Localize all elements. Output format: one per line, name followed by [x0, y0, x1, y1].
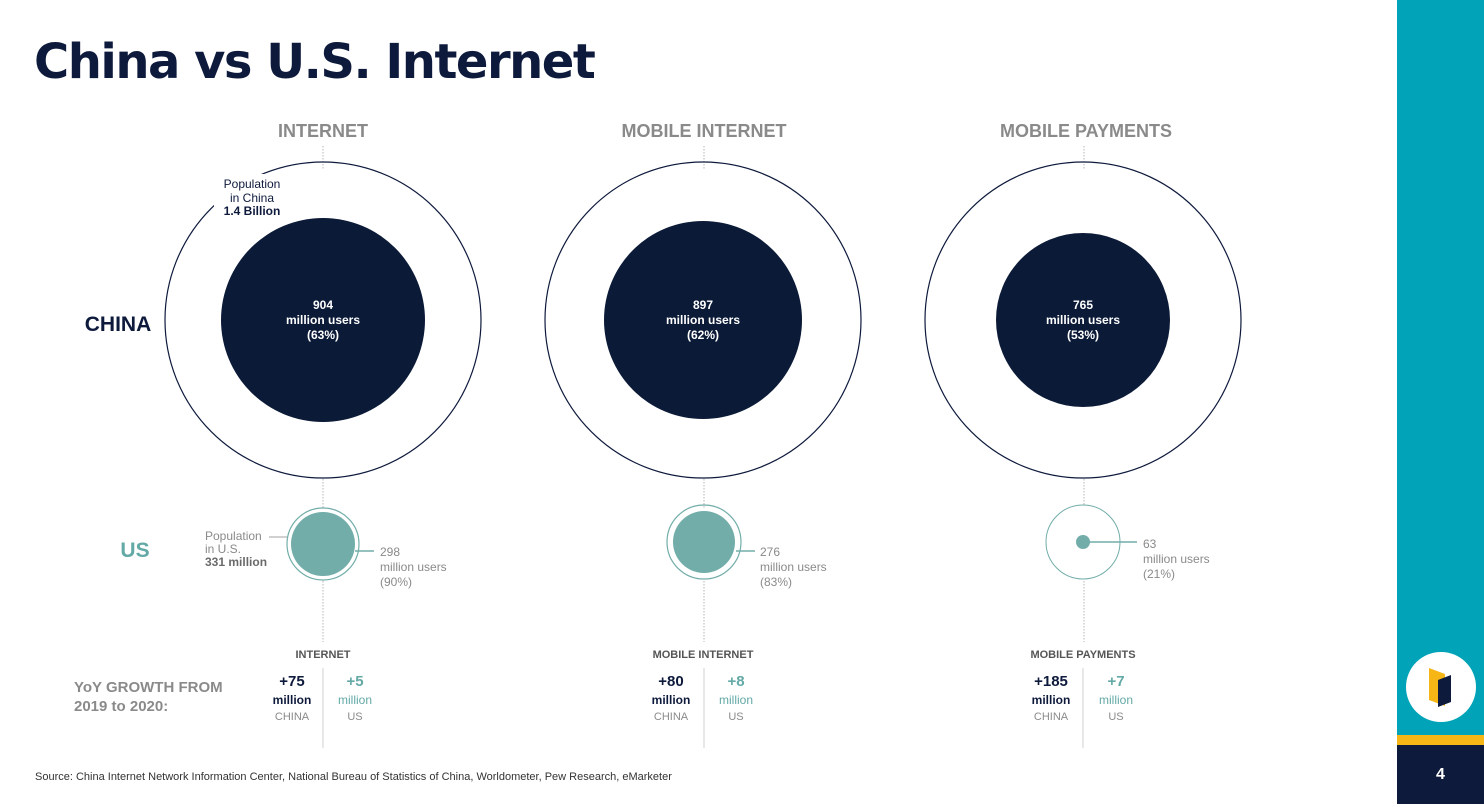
- us-users-circle: [673, 511, 735, 573]
- us-users-pct: (21%): [1143, 567, 1175, 581]
- china-users-unit: million users: [286, 313, 360, 327]
- growth-us-value: +5: [346, 673, 363, 690]
- growth-china-unit: million: [273, 693, 312, 707]
- growth-china-value: +80: [658, 673, 683, 690]
- growth-china-label: CHINA: [275, 711, 310, 723]
- growth-china-label: CHINA: [1034, 711, 1069, 723]
- us-users-unit: million users: [380, 560, 447, 574]
- us-users-value: 298: [380, 545, 400, 559]
- sidebar-stripe: [1397, 735, 1484, 745]
- growth-us-value: +8: [727, 673, 744, 690]
- china-users-pct: (63%): [307, 328, 339, 342]
- growth-china-value: +75: [279, 673, 304, 690]
- growth-us-unit: million: [1099, 693, 1133, 707]
- us-users-unit: million users: [760, 560, 827, 574]
- china-population-line2: in China: [230, 191, 274, 205]
- china-population-ring: [924, 161, 1242, 479]
- growth-china-label: CHINA: [654, 711, 689, 723]
- china-users-pct: (62%): [687, 328, 719, 342]
- growth-us-value: +7: [1107, 673, 1124, 690]
- growth-title: MOBILE PAYMENTS: [1030, 649, 1135, 661]
- us-population-ring: [286, 507, 360, 581]
- china-population-ring: [544, 161, 862, 479]
- row-label-china: CHINA: [85, 313, 152, 336]
- growth-us-label: US: [347, 711, 362, 723]
- column-internet: INTERNET 904 million users (63%) Populat…: [164, 121, 482, 748]
- china-users-value: 897: [693, 298, 713, 312]
- growth-title: MOBILE INTERNET: [653, 649, 754, 661]
- us-users-pct: (90%): [380, 575, 412, 589]
- sidebar-footer: [1397, 745, 1484, 804]
- china-population-line1: Population: [224, 177, 281, 191]
- china-users-value: 765: [1073, 298, 1093, 312]
- growth-row-label-line2: 2019 to 2020:: [74, 698, 168, 715]
- china-users-circle: [221, 218, 425, 422]
- us-users-circle: [291, 512, 355, 576]
- row-label-us: US: [120, 539, 149, 562]
- us-users-pct: (83%): [760, 575, 792, 589]
- column-title: INTERNET: [278, 121, 368, 141]
- china-users-pct: (53%): [1067, 328, 1099, 342]
- growth-china-value: +185: [1034, 673, 1068, 690]
- china-users-circle: [996, 233, 1170, 407]
- page-number: 4: [1436, 766, 1445, 783]
- source-note: Source: China Internet Network Informati…: [35, 771, 672, 783]
- growth-china-unit: million: [652, 693, 691, 707]
- china-users-value: 904: [313, 298, 333, 312]
- us-population-ring: [666, 504, 742, 580]
- column-title: MOBILE PAYMENTS: [1000, 121, 1172, 141]
- china-users-unit: million users: [1046, 313, 1120, 327]
- us-users-circle: [1076, 535, 1090, 549]
- china-users-circle: [604, 221, 802, 419]
- brand-logo-icon: [1406, 652, 1476, 722]
- us-users-value: 63: [1143, 537, 1157, 551]
- column-mobile-payments: MOBILE PAYMENTS 765 million users (53%) …: [924, 121, 1242, 748]
- china-population-ring: [164, 161, 482, 479]
- growth-us-label: US: [728, 711, 743, 723]
- us-population-value: 331 million: [205, 555, 267, 569]
- population-label-bg: [214, 174, 290, 220]
- china-users-unit: million users: [666, 313, 740, 327]
- growth-us-unit: million: [338, 693, 372, 707]
- us-users-unit: million users: [1143, 552, 1210, 566]
- growth-title: INTERNET: [296, 649, 351, 661]
- us-population-line2: in U.S.: [205, 542, 241, 556]
- column-mobile-internet: MOBILE INTERNET 897 million users (62%) …: [544, 121, 862, 748]
- growth-row-label-line1: YoY GROWTH FROM: [74, 679, 223, 696]
- growth-us-unit: million: [719, 693, 753, 707]
- growth-us-label: US: [1108, 711, 1123, 723]
- us-users-value: 276: [760, 545, 780, 559]
- us-population-line1: Population: [205, 529, 262, 543]
- slide-title: China vs U.S. Internet: [34, 34, 596, 90]
- china-us-comparison-diagram: CHINA US INTERNET 904 million users (63%…: [74, 121, 1242, 748]
- growth-china-unit: million: [1032, 693, 1071, 707]
- china-population-value: 1.4 Billion: [224, 204, 281, 218]
- column-title: MOBILE INTERNET: [622, 121, 787, 141]
- sidebar-band: [1397, 0, 1484, 735]
